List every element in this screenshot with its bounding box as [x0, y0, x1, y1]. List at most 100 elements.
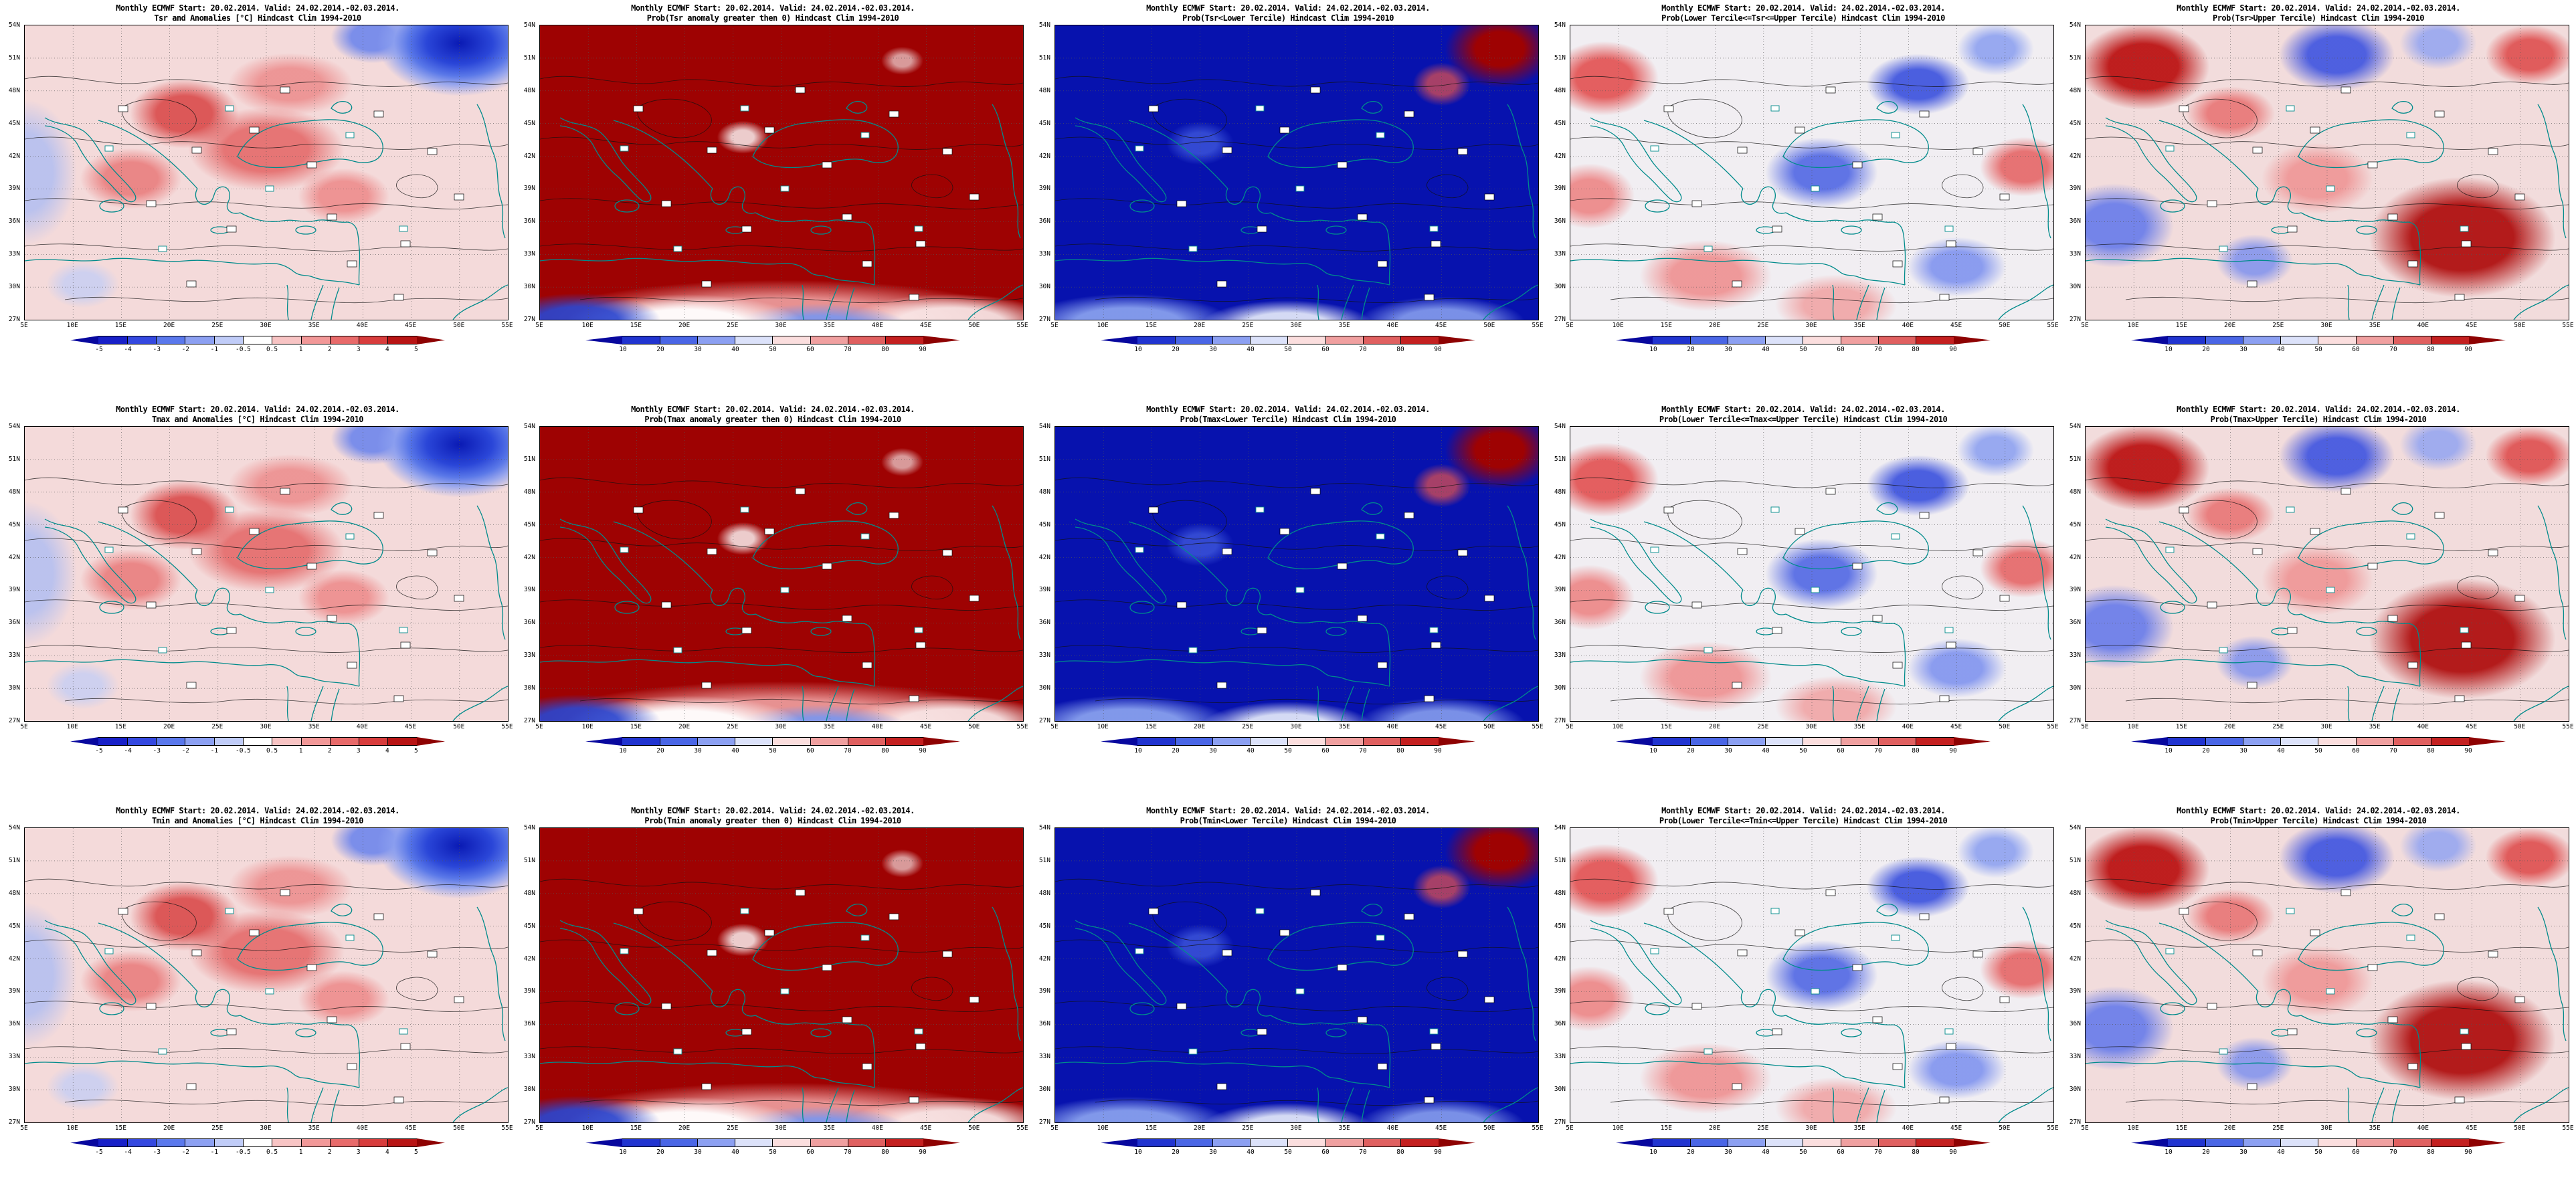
lon-label: 20E: [163, 1124, 175, 1132]
colorbar-tick-label: 5: [414, 1148, 418, 1156]
lat-label: 45N: [523, 119, 535, 127]
colorbar-labels: 10 20 30 40 50 60 70 80 90: [1616, 747, 1991, 755]
lon-label: 55E: [501, 1124, 513, 1132]
lon-label: 20E: [1194, 1124, 1206, 1132]
colorbar-tick-label: -2: [181, 747, 190, 755]
lon-label: 25E: [211, 1124, 223, 1132]
longitude-axis: 5E 10E 15E 20E 25E 30E 35E 40E 45E 50E 55E: [535, 1124, 1028, 1132]
lon-label: 55E: [2047, 1124, 2059, 1132]
colorbar-tick-label: 20: [1687, 346, 1695, 353]
lat-label: 51N: [1038, 455, 1050, 463]
colorbar-segment: [1363, 1138, 1402, 1147]
lon-label: 20E: [1709, 322, 1721, 329]
colorbar-segment: [1101, 336, 1138, 344]
lat-label: 51N: [8, 856, 20, 864]
colorbar-segment: [329, 1138, 360, 1147]
lon-label: 10E: [581, 322, 593, 329]
colorbar-tick-label: 80: [881, 346, 889, 353]
lon-label: 25E: [1242, 723, 1254, 730]
lat-label: 30N: [523, 1086, 535, 1094]
colorbar-segment: [697, 737, 736, 746]
colorbar-segment: [1652, 737, 1691, 746]
lat-label: 33N: [2069, 250, 2081, 258]
lon-label: 25E: [727, 322, 739, 329]
colorbar-labels: 10 20 30 40 50 60 70 80 90: [1101, 1148, 1475, 1157]
colorbar-segment: [98, 336, 128, 344]
colorbar-segment: [1438, 1138, 1475, 1147]
contour-labels-layer: [1650, 488, 2010, 702]
colorbar-tick-label: 50: [1284, 346, 1292, 353]
colorbar-segment: [213, 336, 244, 344]
lat-label: 42N: [1554, 955, 1566, 963]
lon-label: 55E: [1532, 1124, 1544, 1132]
lon-label: 20E: [2224, 1124, 2236, 1132]
map-overlay: [540, 828, 1023, 1122]
lat-label: 27N: [1554, 1118, 1566, 1126]
latitude-axis: 54N 51N 48N 45N 42N 39N 36N 33N 30N 27N: [2061, 423, 2083, 724]
lon-label: 15E: [2175, 322, 2187, 329]
colorbar-segment: [2393, 737, 2432, 746]
colorbar-segment: [1101, 737, 1138, 746]
colorbar: [2131, 737, 2506, 746]
colorbar-tick-label: 4: [385, 747, 389, 755]
lat-label: 45N: [1554, 922, 1566, 930]
colorbar-segment: [1765, 336, 1804, 344]
colorbar-tick-label: 30: [694, 747, 702, 755]
lat-label: 51N: [2069, 54, 2081, 62]
colorbar-labels: 10 20 30 40 50 60 70 80 90: [1101, 747, 1475, 755]
latitude-axis: 54N 51N 48N 45N 42N 39N 36N 33N 30N 27N: [515, 21, 537, 323]
lat-label: 48N: [1554, 889, 1566, 897]
colorbar-segment: [272, 737, 302, 746]
lon-label: 55E: [1016, 322, 1028, 329]
lon-label: 20E: [1709, 723, 1721, 730]
colorbar-tick-label: 80: [881, 1148, 889, 1156]
lat-label: 27N: [8, 316, 20, 323]
colorbar-segment: [2468, 336, 2506, 344]
lon-label: 5E: [20, 1124, 28, 1132]
lat-label: 51N: [523, 54, 535, 62]
colorbar-segment: [772, 336, 811, 344]
colorbar-segment: [416, 336, 446, 344]
lat-label: 45N: [2069, 119, 2081, 127]
lat-label: 30N: [2069, 283, 2081, 291]
colorbar-tick-label: 10: [2165, 346, 2173, 353]
colorbar-segment: [98, 1138, 128, 1147]
map-overlay: [2086, 427, 2569, 721]
colorbar-tick-label: 0.5: [266, 747, 278, 755]
forecast-panel-tsr-prob-upper: Monthly ECMWF Start: 20.02.2014. Valid: …: [2061, 0, 2576, 401]
lon-label: 10E: [66, 322, 78, 329]
colorbar-tick-label: 40: [1762, 1148, 1770, 1156]
panel-title-line2: Prob(Tmax>Upper Tercile) Hindcast Clim 1…: [2210, 415, 2427, 424]
colorbar-tick-label: 10: [1134, 346, 1142, 353]
colorbar-segment: [1727, 1138, 1766, 1147]
lat-label: 54N: [2069, 21, 2081, 29]
lat-label: 45N: [8, 922, 20, 930]
colorbar-tick-label: 60: [2352, 346, 2360, 353]
lon-label: 25E: [1757, 723, 1769, 730]
lon-label: 25E: [727, 1124, 739, 1132]
coastlines-layer: [25, 502, 508, 721]
colorbar-tick-label: 30: [1209, 747, 1217, 755]
colorbar-segment: [1174, 737, 1213, 746]
coastlines-layer: [1055, 904, 1538, 1122]
map-frame: [1570, 426, 2054, 722]
colorbar-tick-label: 50: [1799, 747, 1807, 755]
colorbar-segment: [2355, 737, 2395, 746]
lat-label: 51N: [8, 54, 20, 62]
lat-label: 27N: [1038, 316, 1050, 323]
colorbar-tick-label: 60: [2352, 1148, 2360, 1156]
lat-label: 33N: [1038, 250, 1050, 258]
lon-label: 50E: [1999, 1124, 2011, 1132]
lon-label: 35E: [1853, 322, 1865, 329]
colorbar-tick-label: 80: [881, 747, 889, 755]
lon-label: 40E: [2417, 1124, 2429, 1132]
lon-label: 45E: [2466, 1124, 2478, 1132]
lat-label: 42N: [1554, 553, 1566, 561]
colorbar: [70, 1138, 446, 1147]
colorbar-segment: [1325, 336, 1364, 344]
lat-label: 30N: [523, 283, 535, 291]
panel-title-line2: Prob(Lower Tercile<=Tsr<=Upper Tercile) …: [1661, 13, 1945, 23]
graticule: [540, 427, 1023, 721]
colorbar-segment: [70, 336, 99, 344]
colorbar-labels: 10 20 30 40 50 60 70 80 90: [2131, 346, 2506, 354]
